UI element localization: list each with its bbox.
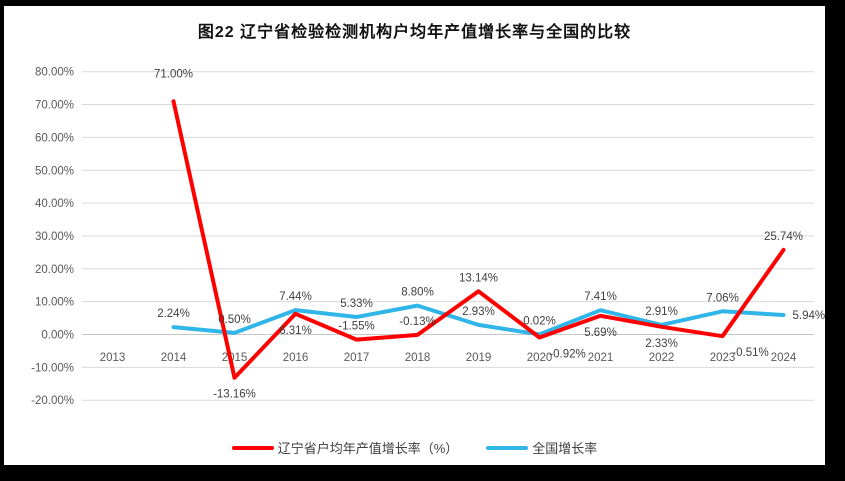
- data-label-national-2019: 2.93%: [462, 306, 495, 318]
- data-label-liaoning-2017: -1.55%: [338, 321, 374, 333]
- x-axis-tick-label-2016: 2016: [283, 352, 309, 364]
- x-axis-tick-label-2018: 2018: [405, 352, 431, 364]
- y-axis-tick-label: -20.00%: [31, 395, 74, 407]
- y-axis-tick-label: 30.00%: [35, 231, 74, 243]
- x-axis-tick-label-2015: 2015: [222, 352, 248, 364]
- legend-item-liaoning: 辽宁省户均年产值增长率（%）: [231, 438, 459, 457]
- data-label-national-2023: 7.06%: [706, 292, 739, 304]
- y-axis-tick-label: -10.00%: [31, 362, 74, 374]
- x-axis-tick-label-2020: 2020: [527, 352, 553, 364]
- y-axis-tick-label: 50.00%: [35, 165, 74, 177]
- data-label-national-2020: 0.02%: [523, 315, 556, 327]
- legend-label-national: 全国增长率: [532, 441, 598, 456]
- x-axis-tick-label-2017: 2017: [344, 352, 370, 364]
- data-label-national-2016: 7.44%: [279, 291, 312, 303]
- data-label-national-2015: 0.50%: [218, 314, 251, 326]
- data-label-liaoning-2018: -0.13%: [399, 316, 435, 328]
- data-label-liaoning-2019: 13.14%: [459, 272, 498, 284]
- y-axis-tick-label: 10.00%: [35, 297, 74, 309]
- x-axis-tick-label-2019: 2019: [466, 352, 492, 364]
- y-axis-tick-label: 20.00%: [35, 264, 74, 276]
- y-axis-tick-label: 70.00%: [35, 100, 74, 112]
- y-axis-tick-label: 40.00%: [35, 198, 74, 210]
- x-axis-tick-label-2014: 2014: [161, 352, 187, 364]
- data-label-liaoning-2016: 6.31%: [279, 325, 312, 337]
- series-line-liaoning: [171, 99, 786, 380]
- data-label-liaoning-2023: -0.51%: [732, 347, 768, 359]
- legend: 辽宁省户均年产值增长率（%） 全国增长率: [4, 438, 825, 457]
- line-chart-plot-area: 80.00% 70.00% 60.00% 50.00% 40.00% 30.00% 20.0…: [31, 67, 826, 408]
- legend-swatch-liaoning-line: [231, 445, 274, 450]
- data-label-national-2022: 2.91%: [645, 306, 678, 318]
- data-label-national-2024: 5.94%: [793, 310, 826, 322]
- x-axis-tick-label-2021: 2021: [588, 352, 614, 364]
- data-label-liaoning-2021: 5.69%: [584, 327, 617, 339]
- y-axis-tick-label: 80.00%: [35, 67, 74, 79]
- legend-item-national: 全国增长率: [486, 438, 597, 457]
- x-axis-tick-label-2024: 2024: [771, 352, 797, 364]
- data-label-national-2018: 8.80%: [401, 287, 434, 299]
- x-axis-tick-label-2023: 2023: [710, 352, 736, 364]
- data-label-liaoning-2014: 71.00%: [154, 68, 193, 80]
- y-axis-tick-label: 60.00%: [35, 132, 74, 144]
- y-axis-tick-label: 0.00%: [41, 330, 74, 342]
- data-label-liaoning-2024: 25.74%: [764, 231, 803, 243]
- data-label-liaoning-2022: 2.33%: [645, 338, 678, 350]
- data-label-national-2021: 7.41%: [584, 291, 617, 303]
- data-label-national-2014: 2.24%: [157, 308, 190, 320]
- legend-label-liaoning: 辽宁省户均年产值增长率（%）: [277, 441, 459, 456]
- data-label-liaoning-2015: -13.16%: [213, 389, 256, 401]
- x-axis-tick-label-2013: 2013: [100, 352, 126, 364]
- series-line-national: [171, 303, 786, 337]
- legend-swatch-national-line: [486, 445, 529, 450]
- chart-title: 图22 辽宁省检验检测机构户均年产值增长率与全国的比较: [197, 24, 632, 41]
- x-axis-tick-label-2022: 2022: [649, 352, 675, 364]
- data-label-liaoning-2020: -0.92%: [549, 349, 585, 361]
- data-label-national-2017: 5.33%: [340, 298, 373, 310]
